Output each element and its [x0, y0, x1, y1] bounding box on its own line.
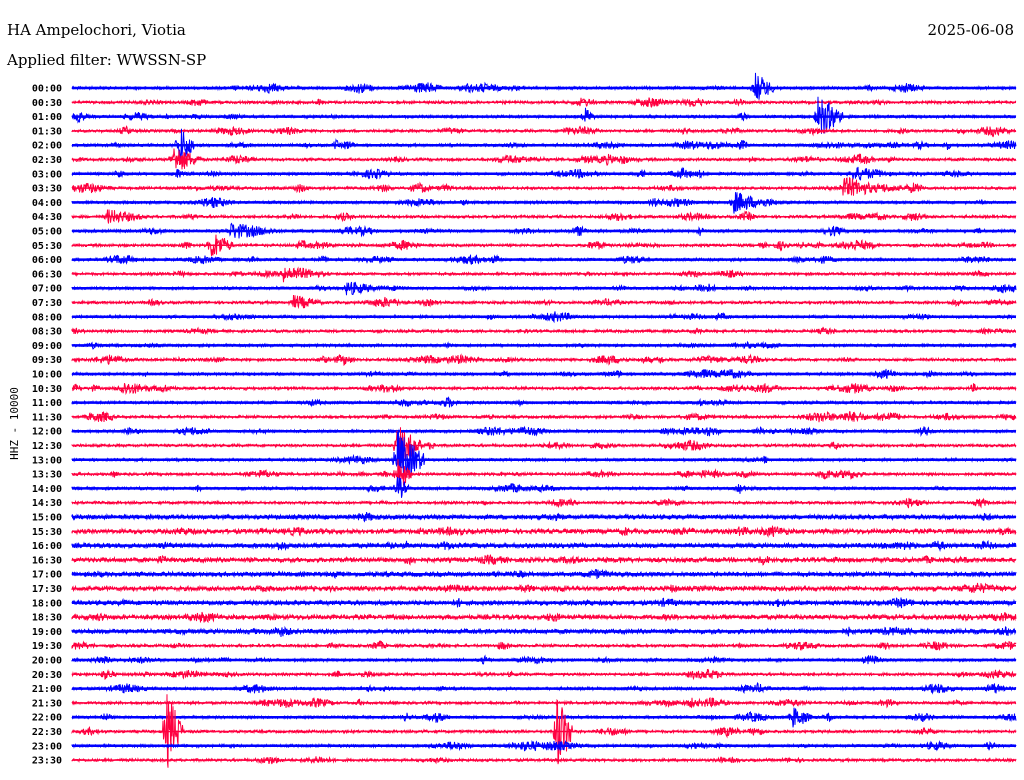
- row-time-label: 08:30: [32, 327, 62, 338]
- row-time-label: 23:30: [32, 756, 62, 767]
- row-time-label: 12:30: [32, 441, 62, 452]
- row-time-label: 23:00: [32, 741, 62, 752]
- trace-row: [71, 72, 1017, 100]
- row-time-label: 10:30: [32, 384, 62, 395]
- trace-row: [71, 432, 1017, 485]
- filter-label: Applied filter: WWSSN-SP: [7, 51, 207, 69]
- row-time-label: 15:30: [32, 527, 62, 538]
- row-time-label: 19:00: [32, 627, 62, 638]
- row-time-label: 16:00: [32, 541, 62, 552]
- row-time-label: 14:30: [32, 498, 62, 509]
- row-time-label: 17:00: [32, 570, 62, 581]
- row-time-label: 07:00: [32, 284, 62, 295]
- trace-row: [71, 266, 1017, 283]
- row-time-label: 22:30: [32, 727, 62, 738]
- row-time-label: 15:00: [32, 513, 62, 524]
- row-time-label: 01:30: [32, 126, 62, 137]
- row-time-label: 22:00: [32, 713, 62, 724]
- trace-row: [71, 459, 1017, 486]
- row-time-label: 21:30: [32, 698, 62, 709]
- row-time-label: 04:30: [32, 212, 62, 223]
- row-time-label: 05:30: [32, 241, 62, 252]
- row-time-label: 04:00: [32, 198, 62, 209]
- row-time-label: 08:00: [32, 312, 62, 323]
- row-time-label: 19:30: [32, 641, 62, 652]
- trace-row: [71, 582, 1017, 594]
- row-time-label: 09:00: [32, 341, 62, 352]
- row-time-label: 00:30: [32, 98, 62, 109]
- row-time-label: 06:30: [32, 269, 62, 280]
- row-time-label: 09:30: [32, 355, 62, 366]
- row-time-label: 07:30: [32, 298, 62, 309]
- station-title: HA Ampelochori, Viotia: [7, 21, 186, 39]
- row-time-label: 13:30: [32, 470, 62, 481]
- trace-row: [71, 611, 1017, 624]
- trace-row: [71, 176, 1017, 196]
- row-time-label: 20:00: [32, 656, 62, 667]
- row-time-label: 03:30: [32, 184, 62, 195]
- row-time-label: 02:00: [32, 141, 62, 152]
- row-time-label: 03:00: [32, 169, 62, 180]
- row-time-label: 00:00: [32, 84, 62, 95]
- row-time-label: 06:00: [32, 255, 62, 266]
- date-label: 2025-06-08: [927, 21, 1014, 39]
- row-time-label: 13:00: [32, 455, 62, 466]
- row-time-label: 05:00: [32, 227, 62, 238]
- row-time-label: 18:00: [32, 598, 62, 609]
- row-time-label: 11:00: [32, 398, 62, 409]
- row-time-label: 17:30: [32, 584, 62, 595]
- row-time-label: 18:30: [32, 613, 62, 624]
- row-time-label: 21:00: [32, 684, 62, 695]
- row-time-label: 12:00: [32, 427, 62, 438]
- row-time-label: 20:30: [32, 670, 62, 681]
- row-time-label: 01:00: [32, 112, 62, 123]
- row-time-label: 14:00: [32, 484, 62, 495]
- row-time-label: 11:30: [32, 412, 62, 423]
- row-time-label: 16:30: [32, 555, 62, 566]
- trace-row: [71, 294, 1017, 310]
- row-time-label: 10:00: [32, 370, 62, 381]
- row-time-label: 02:30: [32, 155, 62, 166]
